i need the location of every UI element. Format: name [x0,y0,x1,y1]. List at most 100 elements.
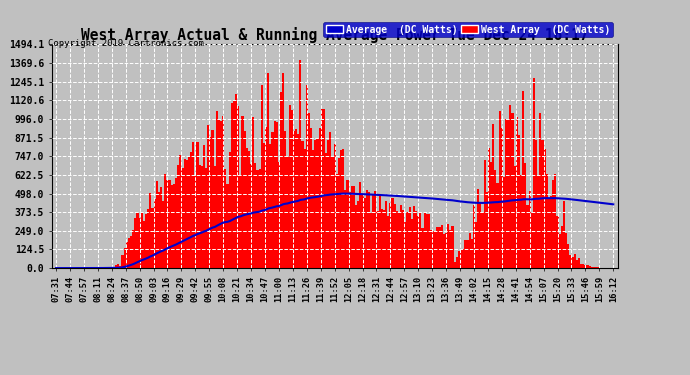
Bar [162,201,164,268]
Bar [235,94,237,268]
Bar [115,265,117,268]
Bar [464,240,466,268]
Bar [600,267,602,268]
Bar [424,213,426,268]
Bar [257,170,259,268]
Bar [250,164,252,268]
Bar [522,91,524,268]
Bar [237,106,239,268]
Bar [261,86,263,268]
Bar [439,227,441,268]
Bar [561,226,563,268]
Bar [201,166,203,268]
Bar [563,201,565,268]
Bar [269,144,271,268]
Bar [411,219,413,268]
Bar [441,225,443,268]
Bar [456,257,458,268]
Bar [121,255,124,268]
Bar [420,213,422,268]
Bar [280,92,282,268]
Bar [321,110,323,268]
Bar [263,143,265,268]
Bar [391,198,393,268]
Bar [170,185,172,268]
Bar [195,176,197,268]
Bar [139,219,141,268]
Bar [571,258,573,268]
Bar [430,230,432,268]
Bar [466,240,469,268]
Bar [230,103,233,268]
Bar [119,266,121,268]
Bar [267,74,269,268]
Bar [147,209,149,268]
Bar [288,105,290,268]
Bar [366,190,368,268]
Bar [417,216,420,268]
Bar [207,125,209,268]
Bar [228,152,230,268]
Bar [413,206,415,268]
Bar [145,214,147,268]
Bar [520,175,522,268]
Legend: Average  (DC Watts), West Array  (DC Watts): Average (DC Watts), West Array (DC Watts… [323,22,613,37]
Bar [348,192,351,268]
Bar [400,204,402,268]
Bar [377,211,379,268]
Bar [333,144,336,268]
Bar [515,117,518,268]
Bar [192,142,195,268]
Bar [197,142,199,268]
Bar [175,178,177,268]
Bar [312,150,314,268]
Bar [293,130,295,268]
Bar [239,176,241,268]
Bar [582,264,584,268]
Bar [383,210,385,268]
Bar [586,266,589,268]
Bar [451,226,453,268]
Bar [584,266,586,268]
Bar [482,212,484,268]
Bar [542,140,544,268]
Bar [462,249,464,268]
Bar [509,105,511,268]
Bar [181,168,184,268]
Bar [387,216,389,268]
Bar [278,162,280,268]
Bar [505,119,507,268]
Bar [408,207,411,268]
Bar [569,255,571,268]
Bar [108,267,110,268]
Bar [477,189,480,268]
Bar [449,230,451,268]
Bar [393,204,396,268]
Bar [302,141,304,268]
Bar [355,205,357,268]
Bar [164,174,166,268]
Bar [544,149,546,268]
Bar [415,211,417,268]
Bar [497,183,499,268]
Bar [402,210,404,268]
Bar [166,180,168,268]
Bar [179,155,181,268]
Bar [499,111,501,268]
Bar [149,194,151,268]
Bar [184,159,186,268]
Bar [552,180,554,268]
Bar [460,249,462,268]
Bar [299,60,302,268]
Bar [222,116,224,268]
Bar [209,137,211,268]
Bar [110,267,113,268]
Bar [336,174,338,268]
Bar [224,169,226,268]
Bar [559,234,561,268]
Bar [398,211,400,268]
Bar [494,171,497,268]
Bar [437,227,439,268]
Bar [276,122,278,268]
Bar [578,258,580,268]
